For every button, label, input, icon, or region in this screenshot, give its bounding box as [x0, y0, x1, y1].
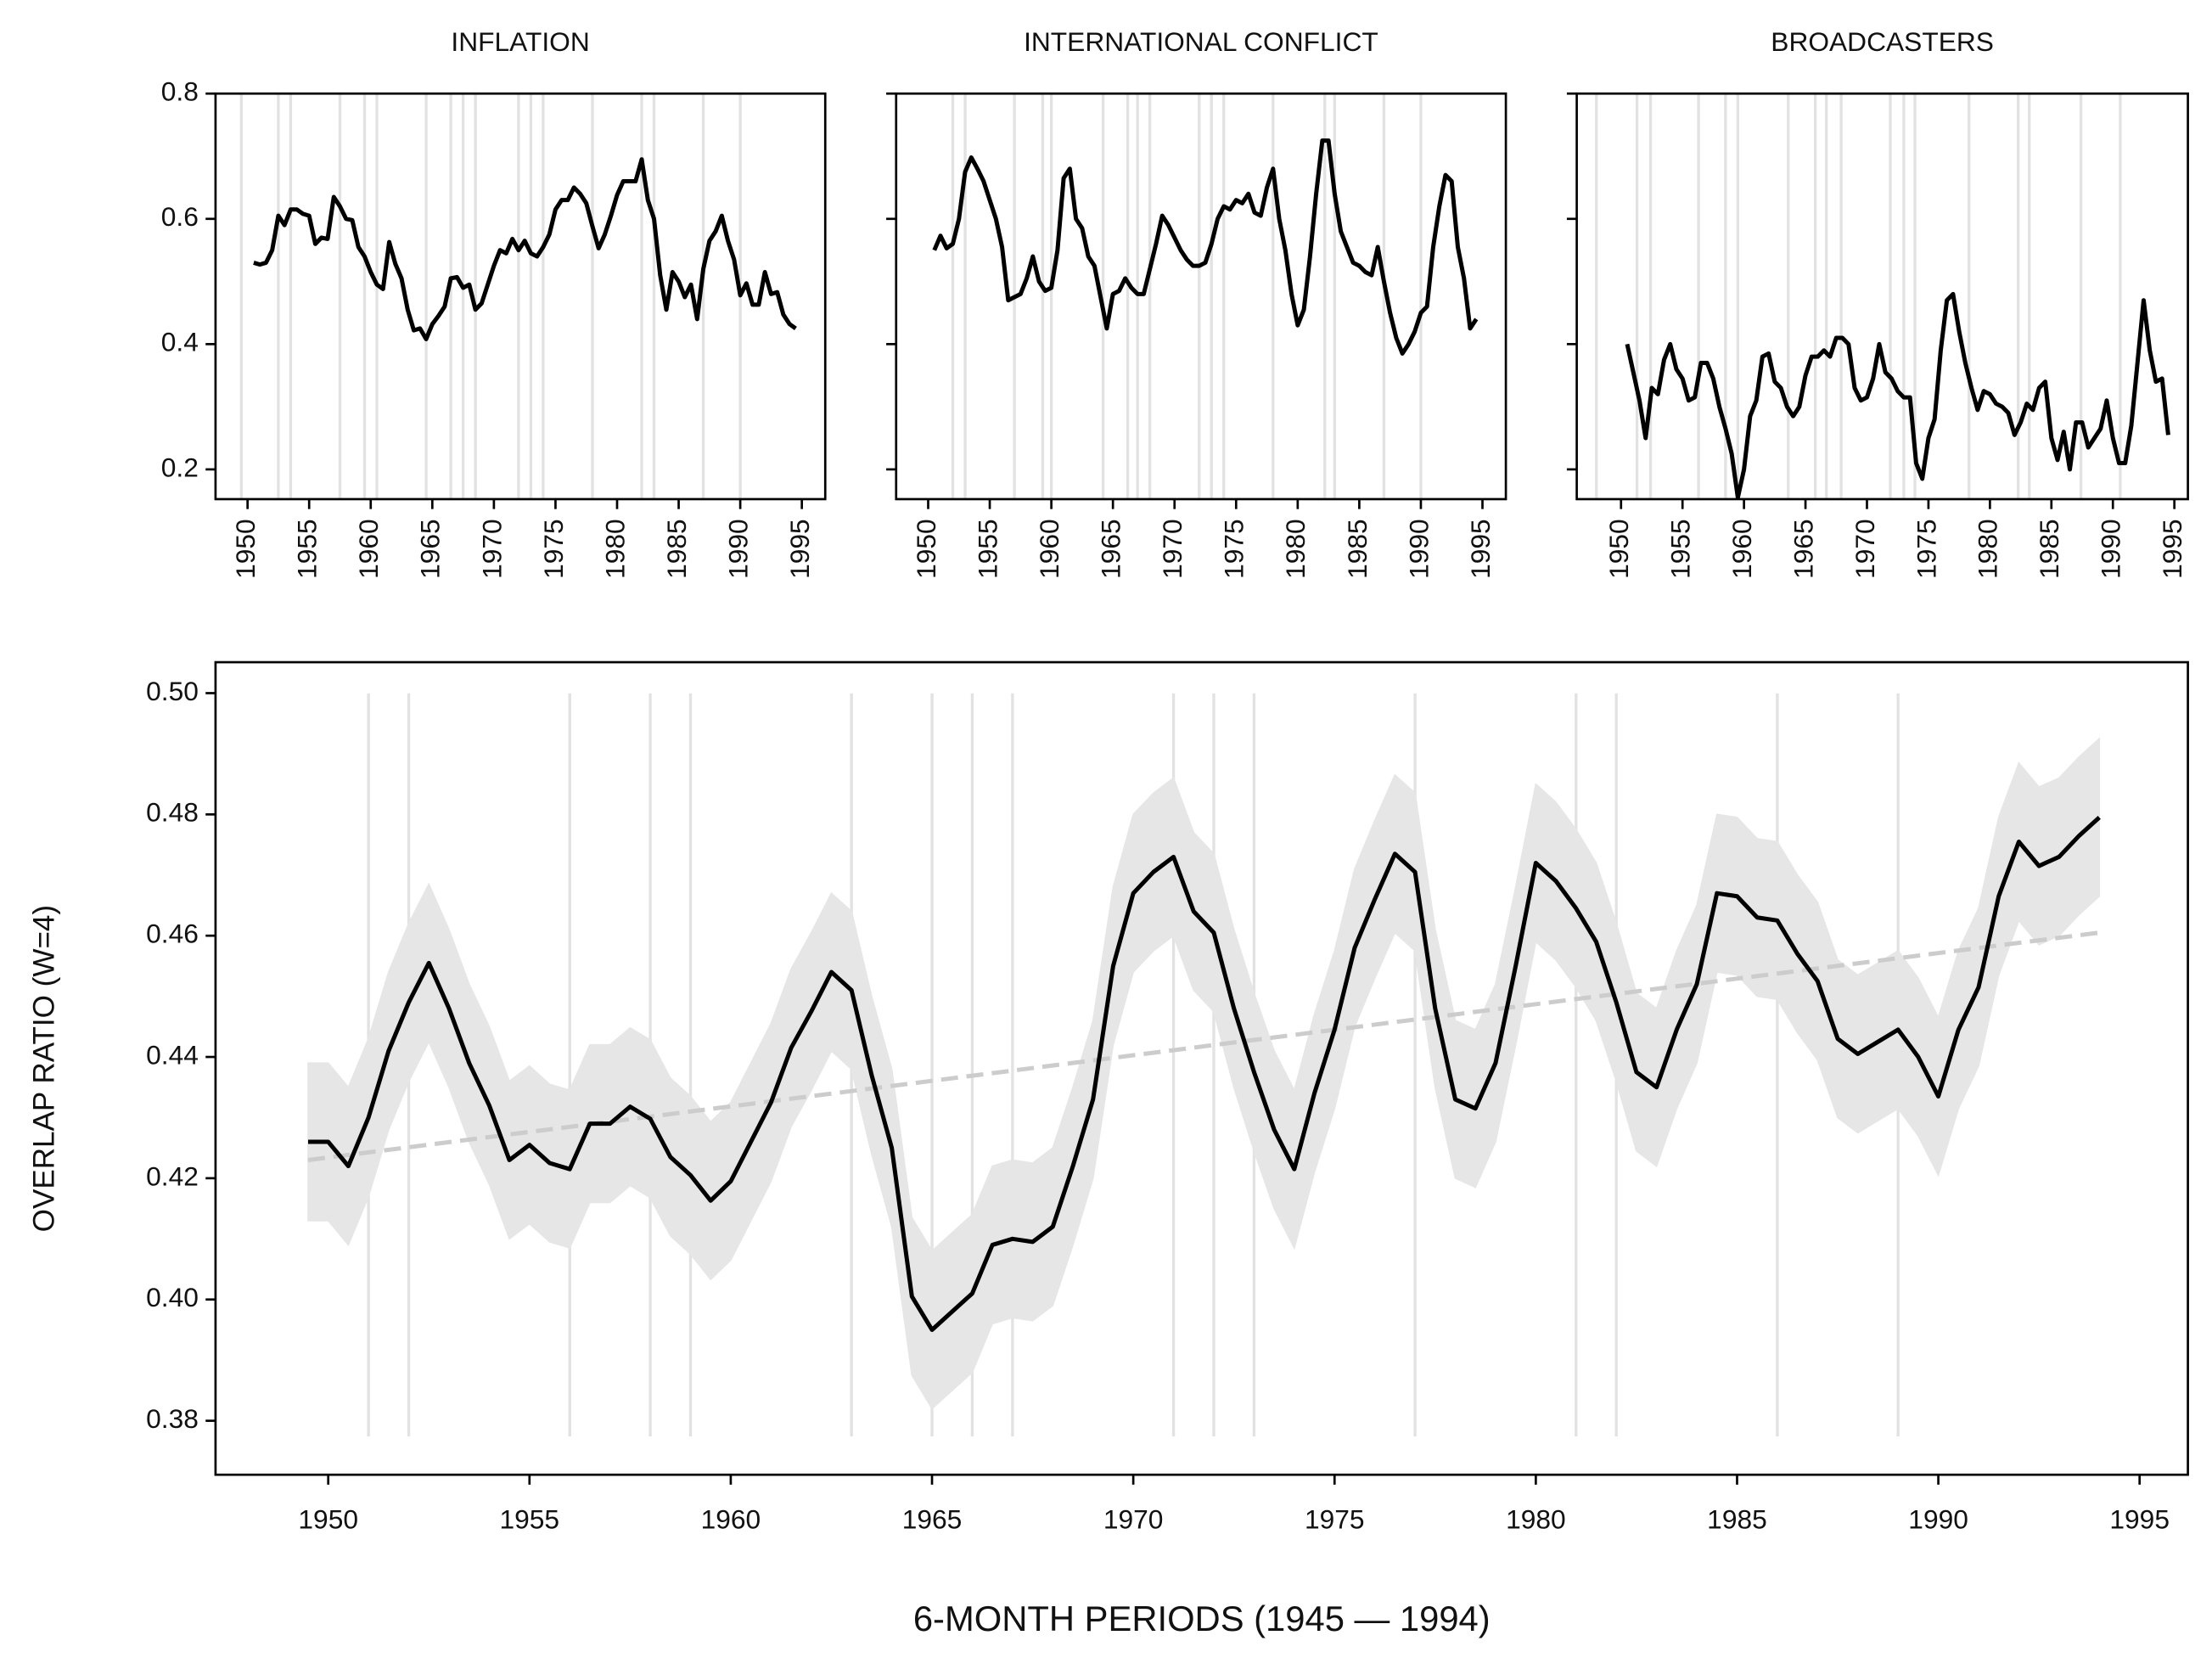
y-tick-label: 0.40	[146, 1282, 199, 1312]
x-tick-label: 1950	[1603, 519, 1634, 579]
x-tick-label: 1995	[784, 519, 815, 579]
y-tick-label: 0.48	[146, 797, 199, 828]
x-tick-label: 1960	[701, 1504, 761, 1535]
y-tick-label: 0.46	[146, 919, 199, 949]
axes-frame	[214, 92, 827, 501]
y-tick-label: 0.38	[146, 1403, 199, 1434]
x-tick-label: 1985	[1342, 519, 1373, 579]
x-tick-label: 1970	[476, 519, 507, 579]
x-tick-label: 1970	[1850, 519, 1880, 579]
x-tick-label: 1975	[1305, 1504, 1365, 1535]
x-tick-label: 1955	[972, 519, 1002, 579]
confidence-band	[307, 737, 2101, 1410]
x-tick-label: 1960	[1726, 519, 1757, 579]
data-line	[1625, 291, 2170, 500]
x-tick-label: 1980	[599, 519, 630, 579]
y-tick-label: 0.4	[161, 327, 199, 357]
y-tick-label: 0.50	[146, 676, 199, 706]
x-tick-label: 1990	[722, 519, 753, 579]
x-tick-label: 1955	[292, 519, 323, 579]
x-tick-label: 1980	[1506, 1504, 1566, 1535]
trend-line	[307, 930, 2100, 1162]
axes-frame	[214, 660, 2189, 1476]
x-tick-label: 1990	[1908, 1504, 1968, 1535]
y-tick-label: 0.42	[146, 1160, 199, 1191]
x-tick-label: 1950	[298, 1504, 358, 1535]
x-tick-label: 1965	[415, 519, 446, 579]
x-tick-label: 1965	[1096, 519, 1126, 579]
x-tick-label: 1990	[1403, 519, 1434, 579]
x-tick-label: 1980	[1280, 519, 1311, 579]
x-tick-label: 1955	[1665, 519, 1696, 579]
x-tick-label: 1955	[500, 1504, 560, 1535]
y-tick-label: 0.8	[161, 76, 199, 107]
x-tick-label: 1970	[1157, 519, 1187, 579]
data-line	[932, 138, 1479, 356]
data-line	[307, 816, 2101, 1332]
axes-frame	[895, 92, 1507, 501]
x-tick-label: 1995	[2109, 1504, 2170, 1535]
y-tick-label: 0.6	[161, 201, 199, 232]
x-tick-label: 1965	[1788, 519, 1818, 579]
y-tick-label: 0.2	[161, 452, 199, 482]
x-tick-label: 1975	[538, 519, 569, 579]
data-line	[253, 157, 797, 341]
y-axis-label: OVERLAP RATIO (W=4)	[27, 905, 60, 1232]
x-tick-label: 1975	[1219, 519, 1249, 579]
x-tick-label: 1990	[2096, 519, 2126, 579]
x-tick-label: 1960	[1034, 519, 1064, 579]
x-tick-label: 1980	[1973, 519, 2003, 579]
x-tick-label: 1985	[661, 519, 692, 579]
x-tick-label: 1985	[1707, 1504, 1767, 1535]
panel-title: BROADCASTERS	[1771, 26, 1994, 57]
x-tick-label: 1975	[1911, 519, 1941, 579]
x-tick-label: 1970	[1103, 1504, 1164, 1535]
x-tick-label: 1950	[911, 519, 941, 579]
axes-frame	[1575, 92, 2189, 501]
panel-title: INTERNATIONAL CONFLICT	[1024, 26, 1378, 57]
x-axis-label: 6-MONTH PERIODS (1945 — 1994)	[913, 1599, 1491, 1638]
x-tick-label: 1985	[2034, 519, 2064, 579]
x-tick-label: 1965	[902, 1504, 963, 1535]
x-tick-label: 1995	[1465, 519, 1496, 579]
x-tick-label: 1960	[353, 519, 384, 579]
x-tick-label: 1950	[230, 519, 261, 579]
panel-title: INFLATION	[451, 26, 589, 57]
x-tick-label: 1995	[2157, 519, 2187, 579]
y-tick-label: 0.44	[146, 1039, 199, 1070]
